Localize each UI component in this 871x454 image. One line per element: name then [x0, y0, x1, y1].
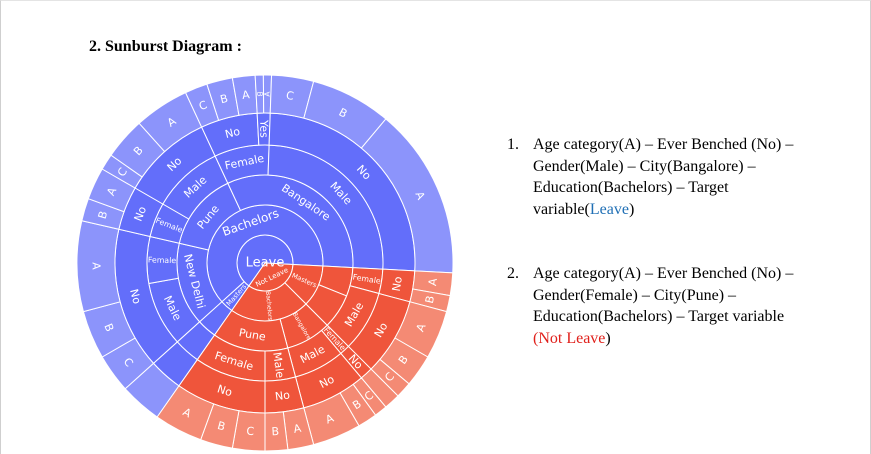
- segment-label: Leave: [246, 256, 285, 271]
- segment-label: A: [263, 91, 272, 96]
- segment-label: Male: [270, 351, 286, 379]
- segment-label: No: [216, 382, 234, 399]
- segment-label: A: [292, 422, 302, 436]
- segment-label: Female: [148, 255, 177, 265]
- list-item: 2. Age category(A) – Ever Benched (No) – …: [501, 263, 801, 349]
- segment-label: B: [255, 91, 264, 96]
- list-item: 1. Age category(A) – Ever Benched (No) – …: [501, 134, 801, 220]
- segment-label: B: [101, 322, 116, 334]
- segment-label: Yes: [257, 119, 270, 138]
- item-close: ): [605, 329, 611, 347]
- segment-label: B: [216, 419, 227, 434]
- sunburst-segment: [156, 385, 215, 441]
- segment-label: No: [224, 125, 242, 141]
- section-title: 2. Sunburst Diagram :: [89, 38, 242, 55]
- segment-label: No: [132, 204, 150, 223]
- segment-label: Bachelors: [264, 291, 274, 321]
- segment-label: C: [246, 425, 255, 439]
- segment-label: B: [219, 92, 229, 106]
- item-close: ): [628, 200, 635, 218]
- segment-label: A: [89, 262, 102, 270]
- item-target: Leave: [589, 200, 629, 218]
- segment-label: C: [285, 89, 295, 103]
- sunburst-segment: [264, 411, 289, 452]
- list-marker: 2.: [507, 265, 519, 282]
- segment-label: No: [390, 275, 405, 292]
- segment-label: Pune: [238, 326, 267, 344]
- sunburst-segment: [124, 362, 180, 418]
- segment-label: No: [274, 388, 291, 403]
- segment-label: No: [317, 373, 337, 392]
- segment-label: Female: [352, 272, 381, 285]
- segment-label: A: [426, 277, 440, 286]
- segment-label: A: [241, 88, 250, 102]
- segment-label: B: [423, 294, 437, 304]
- item-target: (Not Leave: [533, 329, 606, 347]
- segment-label: No: [127, 288, 143, 306]
- segment-label: B: [96, 210, 111, 221]
- segment-label: B: [271, 425, 279, 438]
- list-marker: 1.: [507, 136, 519, 153]
- item-text: Age category(A) – Ever Benched (No) – Ge…: [533, 136, 794, 218]
- item-text: Age category(A) – Ever Benched (No) – Ge…: [533, 265, 794, 325]
- list: 1. Age category(A) – Ever Benched (No) – …: [501, 134, 801, 349]
